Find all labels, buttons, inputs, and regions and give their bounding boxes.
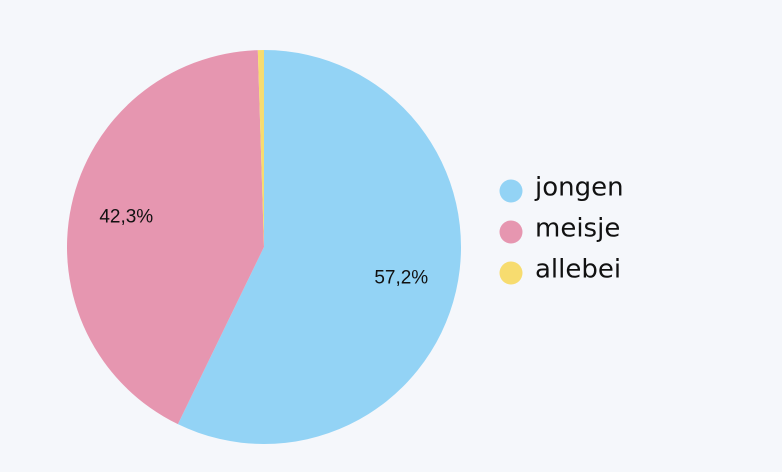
legend-marker <box>499 220 523 244</box>
value-label: 57,2% <box>374 268 428 289</box>
value-label: 42,3% <box>99 207 153 228</box>
pie-slice <box>67 50 265 425</box>
legend-label: meisje <box>535 214 620 244</box>
legend-marker <box>499 179 523 203</box>
legend-label: allebei <box>535 255 621 285</box>
pie-slice <box>257 50 264 247</box>
pie-slice <box>177 50 462 444</box>
legend-label: jongen <box>534 173 624 203</box>
legend-marker <box>499 261 523 285</box>
